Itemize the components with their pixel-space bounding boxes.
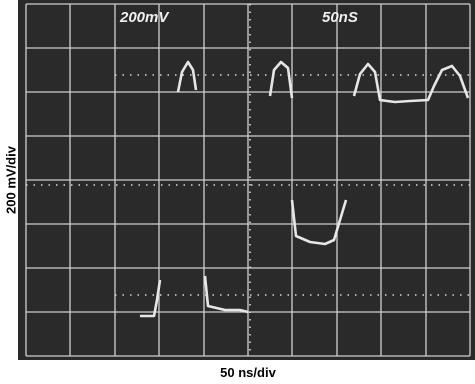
time-label: 50nS	[322, 9, 358, 26]
y-axis-label: 200 mV/div	[3, 145, 18, 214]
volts-label: 200mV	[119, 9, 170, 26]
graticule	[25, 3, 471, 357]
lower-trace	[140, 199, 348, 318]
x-axis-label: 50 ns/div	[220, 365, 276, 380]
graticule-dots	[26, 4, 470, 356]
upper-trace	[176, 60, 470, 104]
